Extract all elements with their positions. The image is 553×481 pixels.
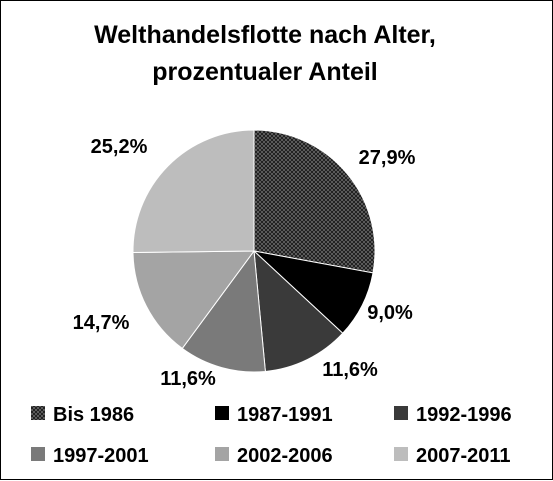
legend: Bis 1986 1987-1991 1992-1996 1997-2001 2002-…	[31, 404, 512, 467]
chart-title-line-1: Welthandelsflotte nach Alter,	[94, 21, 436, 49]
legend-swatch-1992-1996	[394, 406, 408, 420]
chart-title-line-2: prozentualer Anteil	[152, 58, 378, 86]
legend-label-1987-1991: 1987-1991	[237, 404, 333, 426]
legend-label-2002-2006: 2002-2006	[237, 445, 333, 467]
data-label-2007-2011: 25,2%	[91, 136, 148, 158]
legend-swatch-bis-1986	[31, 406, 45, 420]
legend-label-1992-1996: 1992-1996	[416, 404, 512, 426]
legend-label-1997-2001: 1997-2001	[53, 445, 149, 467]
pie-slices	[132, 129, 376, 373]
data-label-2002-2006: 14,7%	[73, 312, 130, 334]
pie-slice-1992-1996	[253, 249, 344, 373]
legend-swatch-1997-2001	[31, 447, 45, 461]
pie-slice-bis-1986	[253, 129, 376, 274]
legend-swatch-2007-2011	[394, 447, 408, 461]
pie-slice-1997-2001	[181, 249, 266, 373]
pie-slice-2007-2011	[132, 129, 255, 254]
pie-data-labels: 27,9% 9,0% 11,6% 11,6% 14,7% 25,2%	[73, 136, 416, 390]
data-label-1997-2001: 11,6%	[160, 368, 216, 390]
data-label-bis-1986: 27,9%	[359, 147, 416, 169]
legend-label-2007-2011: 2007-2011	[416, 445, 511, 467]
pie-slice-2002-2006	[132, 250, 255, 350]
data-label-1987-1991: 9,0%	[367, 302, 413, 324]
legend-label-bis-1986: Bis 1986	[53, 404, 134, 426]
legend-swatch-1987-1991	[215, 406, 229, 420]
legend-swatch-2002-2006	[215, 447, 229, 461]
data-label-1992-1996: 11,6%	[322, 359, 378, 381]
